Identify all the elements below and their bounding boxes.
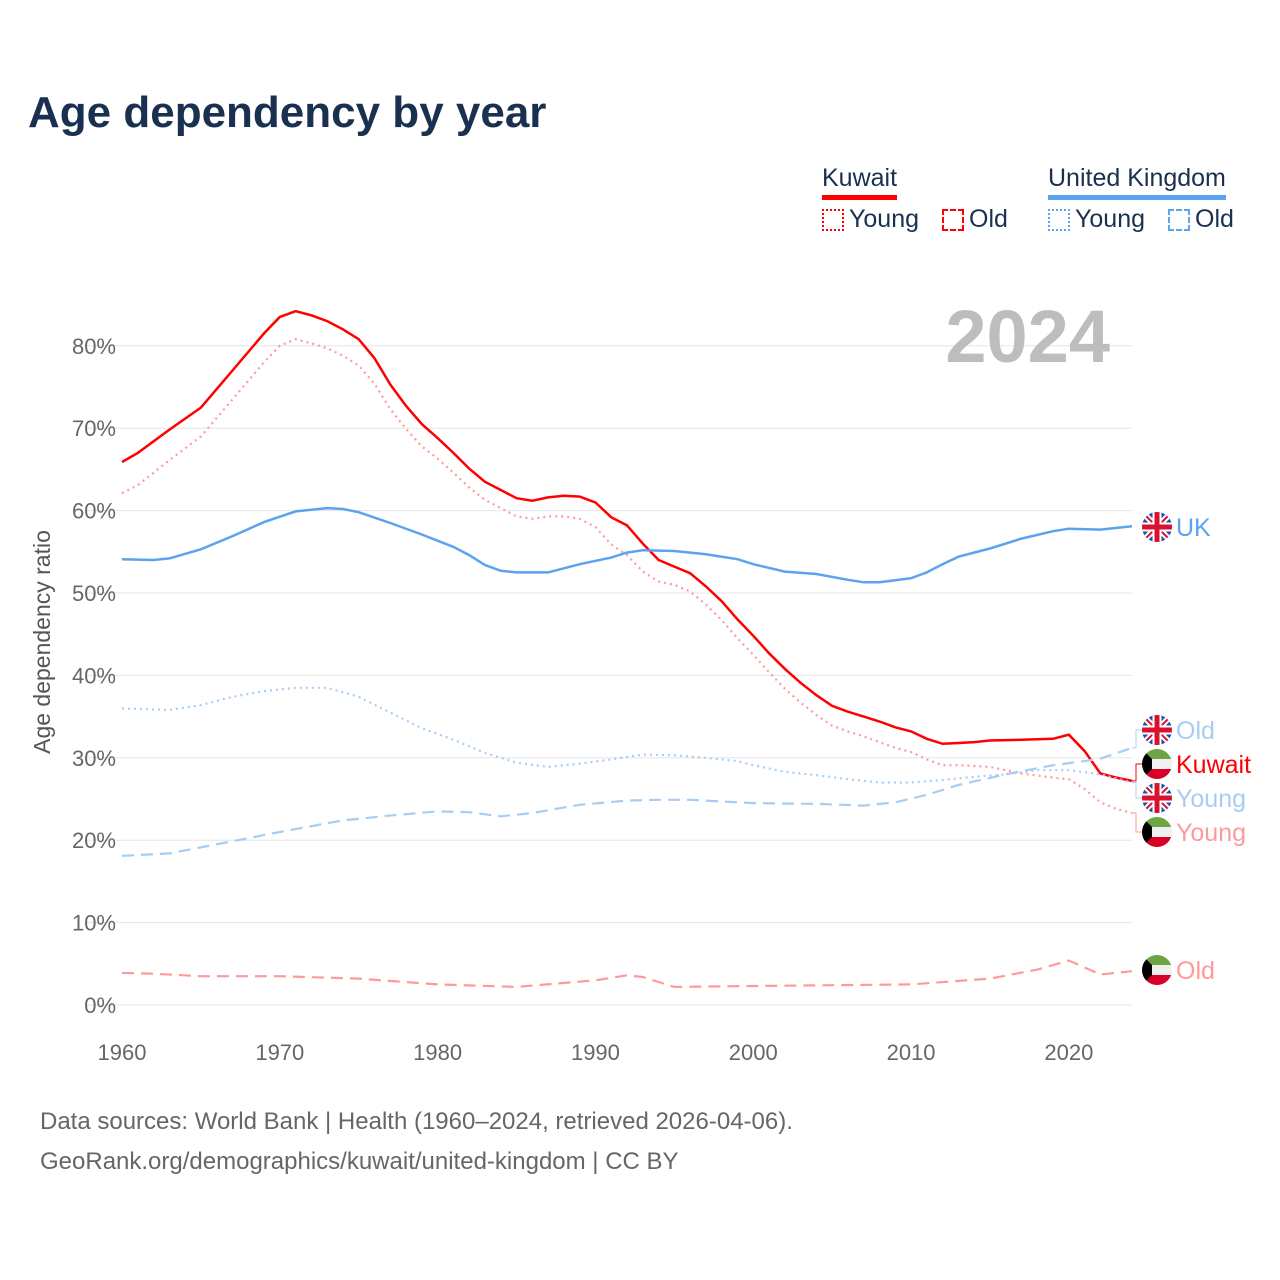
y-tick-label: 20% [72, 828, 116, 853]
end-label-kw-total: Kuwait [1176, 751, 1251, 779]
x-tick-label: 1970 [255, 1040, 304, 1065]
kuwait-flag-icon [1142, 817, 1172, 847]
x-tick-label: 2020 [1044, 1040, 1093, 1065]
legend-uk-young: Young [1048, 205, 1145, 234]
label-connector [1132, 782, 1142, 799]
legend-label: Young [1075, 205, 1145, 233]
source-line-2: GeoRank.org/demographics/kuwait/united-k… [40, 1148, 679, 1175]
label-connector [1132, 729, 1142, 749]
end-label-uk-old: Old [1176, 717, 1215, 745]
year-watermark: 2024 [945, 295, 1110, 378]
legend-kuwait-old: Old [942, 205, 1008, 234]
dotted-swatch-icon [822, 208, 844, 231]
legend-uk: United Kingdom [1048, 164, 1226, 200]
y-tick-label: 80% [72, 334, 116, 359]
uk-flag-icon [1142, 715, 1172, 745]
y-tick-label: 50% [72, 581, 116, 606]
legend-kuwait: Kuwait [822, 164, 898, 200]
y-tick-label: 40% [72, 663, 116, 688]
series-line-united-kingdom [121, 506, 1133, 584]
legend-label: Old [1195, 205, 1234, 233]
series-line-kuwait [121, 309, 1133, 783]
y-tick-label: 30% [72, 746, 116, 771]
dashed-swatch-icon [942, 208, 964, 231]
dotted-swatch-icon [1048, 208, 1070, 231]
uk-flag-icon [1142, 512, 1172, 542]
label-connector [1132, 763, 1142, 782]
page-title: Age dependency by year [28, 88, 547, 137]
end-label-uk-young: Young [1176, 785, 1246, 813]
end-label-uk-total: UK [1176, 514, 1211, 542]
dashed-swatch-icon [1168, 208, 1190, 231]
legend-uk-old: Old [1168, 205, 1234, 234]
x-tick-label: 2010 [887, 1040, 936, 1065]
y-tick-label: 70% [72, 416, 116, 441]
end-label-kw-old: Old [1176, 957, 1215, 985]
end-label-kw-young: Young [1176, 819, 1246, 847]
x-tick-label: 1960 [98, 1040, 147, 1065]
x-tick-label: 2000 [729, 1040, 778, 1065]
series-line-kuwait-old [121, 959, 1133, 989]
x-tick-label: 1980 [413, 1040, 462, 1065]
uk-flag-icon [1142, 783, 1172, 813]
y-tick-label: 0% [84, 993, 116, 1018]
series-line-united-kingdom-young [121, 686, 1133, 784]
label-connector [1132, 812, 1142, 833]
series-line-united-kingdom-old [121, 746, 1133, 857]
legend-label: Old [969, 205, 1008, 233]
y-tick-label: 60% [72, 499, 116, 524]
y-tick-label: 10% [72, 911, 116, 936]
source-line-1: Data sources: World Bank | Health (1960–… [40, 1108, 793, 1135]
y-axis-label: Age dependency ratio [29, 530, 55, 754]
legend-kuwait-young: Young [822, 205, 919, 234]
x-tick-label: 1990 [571, 1040, 620, 1065]
kuwait-flag-icon [1142, 749, 1172, 779]
kuwait-flag-icon [1142, 955, 1172, 985]
legend-label: Young [849, 205, 919, 233]
